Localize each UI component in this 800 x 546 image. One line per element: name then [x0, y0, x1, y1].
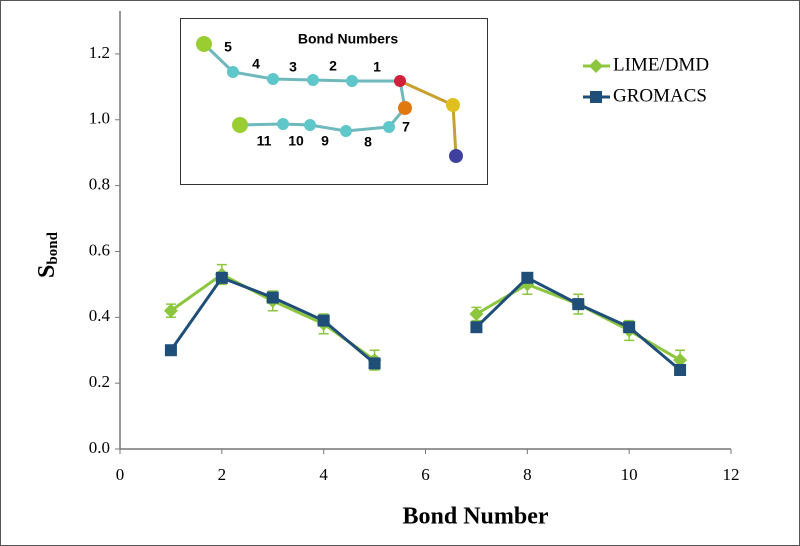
bond-label: 3 [289, 59, 297, 75]
y-axis-label-sub: bond [45, 231, 61, 264]
atom [267, 73, 279, 85]
atom [446, 98, 460, 112]
atom [307, 74, 319, 86]
x-tick-label: 12 [723, 465, 740, 484]
atom [398, 101, 412, 115]
atom [196, 36, 212, 52]
legend-label: LIME/DMD [613, 54, 709, 75]
marker [673, 353, 688, 368]
marker [164, 344, 177, 357]
x-tick-label: 2 [218, 465, 227, 484]
legend-marker [589, 59, 603, 73]
x-tick-label: 4 [319, 465, 328, 484]
marker [623, 321, 636, 334]
bond-label: 8 [364, 134, 372, 150]
atom [304, 119, 316, 131]
y-tick-label: 1.0 [89, 109, 110, 128]
y-tick-label: 0.4 [89, 306, 111, 325]
y-tick-label: 1.2 [89, 43, 110, 62]
bond-label: 4 [252, 56, 260, 72]
marker [368, 357, 381, 370]
x-tick-label: 10 [621, 465, 638, 484]
x-tick-label: 6 [421, 465, 430, 484]
y-axis-label: Sbond [34, 231, 62, 278]
atom [227, 66, 239, 78]
y-axis-label-main: S [34, 265, 60, 278]
y-tick-label: 0.0 [89, 438, 110, 457]
y-tick-label: 0.2 [89, 372, 110, 391]
inset: Bond Numbers 1 2 3 4 5 7 8 9 10 11 [180, 18, 488, 185]
marker [572, 298, 585, 311]
inset-title: Bond Numbers [298, 31, 399, 47]
marker [469, 307, 484, 322]
legend-label: GROMACS [613, 85, 707, 106]
bond-label: 2 [329, 58, 337, 74]
bond-label: 7 [402, 119, 410, 135]
marker [674, 363, 687, 376]
atom [340, 125, 352, 137]
atom [449, 149, 463, 163]
marker [470, 321, 483, 334]
legend-marker [590, 91, 602, 103]
y-tick-label: 0.6 [89, 240, 110, 259]
marker [215, 271, 228, 284]
x-tick-label: 0 [116, 465, 125, 484]
marker [317, 314, 330, 327]
atom [232, 117, 248, 133]
bond-label: 1 [373, 59, 381, 75]
atom [394, 75, 406, 87]
atom [277, 118, 289, 130]
bond-label: 5 [224, 39, 232, 55]
x-axis-label: Bond Number [402, 504, 548, 530]
atom [346, 75, 358, 87]
inset-box [180, 18, 488, 185]
atom [383, 121, 395, 133]
bond-label: 11 [257, 133, 272, 149]
y-tick-label: 0.8 [89, 175, 110, 194]
bond-label: 10 [288, 133, 304, 149]
bond-label: 9 [321, 133, 329, 149]
x-tick-label: 8 [523, 465, 532, 484]
marker [266, 291, 279, 304]
marker [521, 271, 534, 284]
marker [163, 303, 178, 318]
